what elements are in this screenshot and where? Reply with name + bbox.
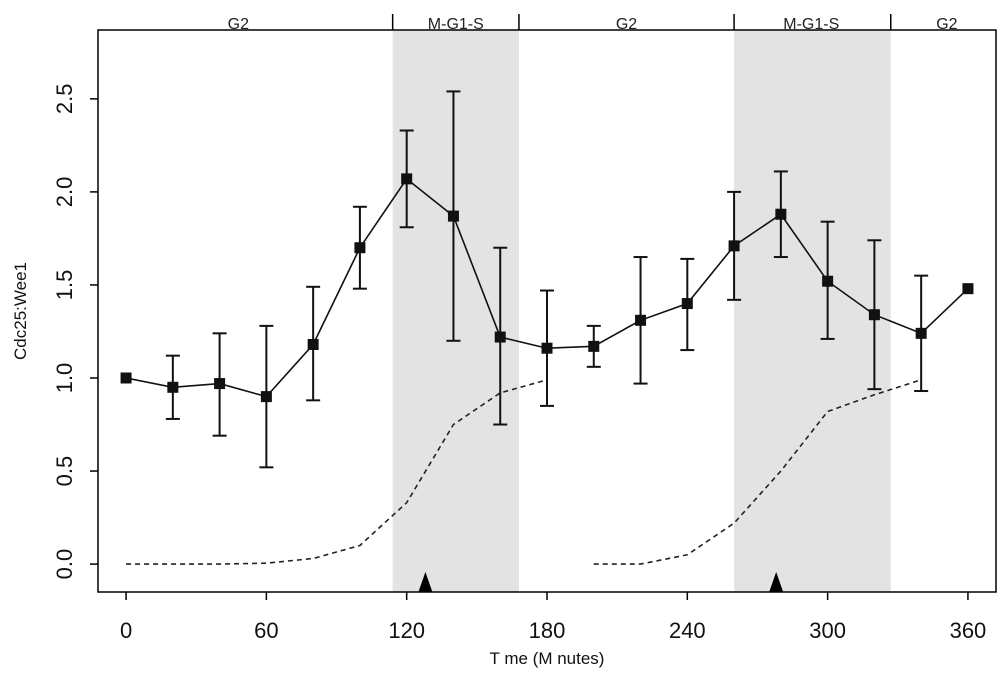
x-tick-label: 180	[529, 618, 566, 643]
y-axis-title: Cdc25:Wee1	[11, 262, 30, 360]
data-point-marker	[214, 378, 226, 390]
data-point-marker	[447, 210, 459, 222]
data-point-marker	[915, 327, 927, 339]
y-tick-label: 0.5	[52, 456, 77, 487]
data-point-marker	[635, 314, 647, 326]
phase-label-bar: G2 M-G1-S G2 M-G1-S G2	[228, 14, 958, 33]
dashed-series	[126, 379, 922, 565]
data-point-marker	[775, 208, 787, 220]
data-point-marker	[588, 340, 600, 352]
arrow-markers	[418, 572, 784, 592]
data-point-marker	[962, 283, 974, 295]
data-point-marker	[541, 342, 553, 354]
y-tick-label: 2.0	[52, 177, 77, 208]
data-point-marker	[494, 331, 506, 343]
data-point-marker	[120, 372, 132, 384]
arrow-marker	[769, 572, 784, 592]
x-tick-label: 300	[809, 618, 846, 643]
phase-label: G2	[228, 16, 249, 33]
dashed-line-segment	[593, 379, 922, 565]
arrow-marker	[418, 572, 433, 592]
phase-label: G2	[936, 16, 957, 33]
shaded-phase-regions	[392, 30, 891, 592]
cdc25-wee1-series	[120, 90, 974, 469]
x-axis: 0 60 120 180 240 300 360	[120, 592, 986, 643]
x-axis-title: T me (M nutes)	[490, 649, 605, 668]
y-tick-label: 1.5	[52, 270, 77, 301]
y-tick-label: 1.0	[52, 363, 77, 394]
phase-label: G2	[616, 16, 637, 33]
x-tick-label: 60	[254, 618, 278, 643]
y-tick-label: 0.0	[52, 549, 77, 580]
x-tick-label: 360	[950, 618, 987, 643]
shaded-region	[392, 30, 519, 592]
x-tick-label: 240	[669, 618, 706, 643]
y-tick-label: 2.5	[52, 84, 77, 115]
y-axis: 0.0 0.5 1.0 1.5 2.0 2.5	[52, 84, 98, 580]
data-point-marker	[822, 275, 834, 287]
x-tick-label: 0	[120, 618, 132, 643]
dashed-line-segment	[126, 379, 548, 565]
data-point-marker	[681, 298, 693, 310]
data-point-marker	[167, 381, 179, 393]
data-point-marker	[354, 242, 366, 254]
phase-label: M-G1-S	[783, 16, 839, 33]
data-point-marker	[728, 240, 740, 252]
data-point-marker	[260, 391, 272, 403]
data-point-marker	[401, 173, 413, 185]
data-point-marker	[307, 338, 319, 350]
data-point-marker	[868, 309, 880, 321]
phase-label: M-G1-S	[428, 16, 484, 33]
shaded-region	[734, 30, 891, 592]
x-tick-label: 120	[388, 618, 425, 643]
